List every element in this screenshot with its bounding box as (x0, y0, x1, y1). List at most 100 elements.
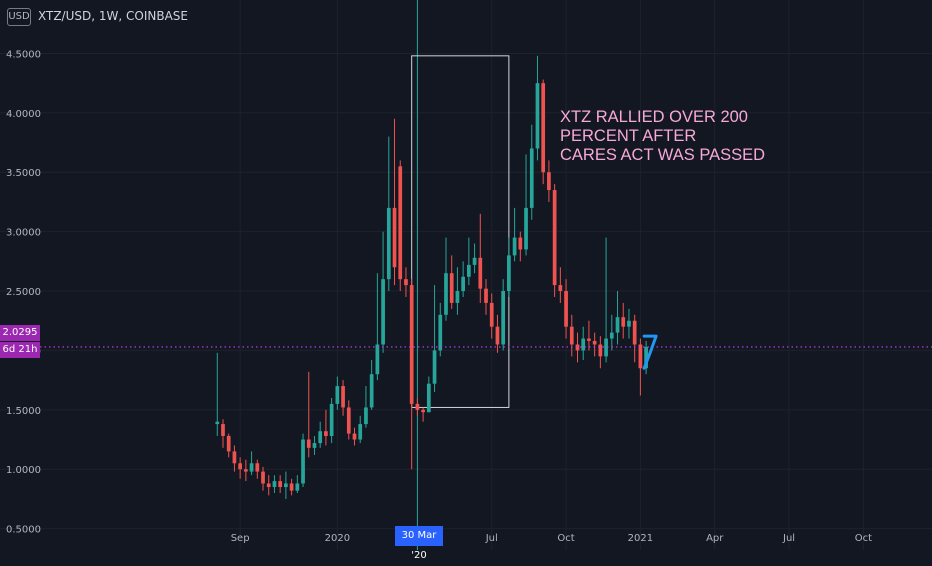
candle-body (467, 264, 471, 277)
candle (266, 475, 271, 496)
candle-body (312, 443, 317, 448)
candle (535, 55, 540, 161)
candle-body (529, 148, 534, 208)
candle-body (215, 421, 220, 425)
candle (558, 267, 563, 303)
candle (278, 475, 283, 493)
candle-body (575, 344, 580, 351)
y-tick-label: 2.5000 (6, 287, 41, 298)
candle (284, 471, 288, 499)
candle-body (621, 317, 626, 327)
candle (215, 352, 220, 436)
candle-body (352, 433, 357, 440)
candle-body (232, 451, 237, 464)
candle-body (226, 435, 231, 452)
y-tick-label: 4.0000 (6, 109, 41, 120)
annotation-line-2: PERCENT AFTER (560, 127, 697, 145)
chart-grid (0, 0, 932, 550)
y-tick-label: 3.0000 (6, 228, 41, 239)
x-tick-label: Apr (706, 533, 724, 544)
candle (221, 419, 225, 448)
candle (609, 314, 614, 351)
candle-body (552, 190, 557, 286)
candle (364, 386, 368, 428)
candle-body (404, 279, 408, 286)
candle-body (524, 207, 528, 250)
annotation-line-1: XTZ RALLIED OVER 200 (560, 108, 748, 126)
candle (575, 332, 580, 363)
candle (232, 445, 237, 472)
candle-body (569, 326, 574, 345)
candle-body (518, 237, 523, 250)
candle-body (461, 276, 465, 292)
candle-body (244, 469, 248, 472)
candle-body (638, 344, 643, 369)
candle (346, 400, 351, 440)
candle-body (632, 320, 637, 345)
candle-body (392, 207, 397, 268)
candle-body (306, 439, 311, 448)
candle-body (249, 463, 254, 472)
candle (615, 291, 620, 345)
candle (638, 338, 643, 396)
crosshair-date-label: 30 Mar '20 (395, 526, 443, 561)
candle-body (381, 279, 385, 345)
candle (564, 279, 568, 339)
annotation-line-3: CARES ACT WAS PASSED (560, 146, 766, 164)
candle (261, 466, 265, 491)
candle-body (547, 172, 551, 191)
price-chart[interactable]: 0.50001.00001.50002.00002.50003.00003.50… (0, 0, 932, 550)
candle (295, 475, 300, 493)
candle (438, 302, 443, 357)
candle-body (535, 83, 540, 149)
candle-body (432, 350, 437, 384)
candle-body (564, 291, 568, 327)
x-tick-label: Oct (855, 533, 872, 544)
candle (507, 237, 511, 297)
candle (421, 407, 425, 422)
y-tick-label: 1.5000 (6, 406, 41, 417)
candle (249, 451, 254, 476)
candle-body (541, 83, 546, 173)
candle-body (604, 338, 608, 357)
candle (484, 279, 488, 315)
candle (512, 207, 517, 262)
candle-body (272, 481, 277, 488)
candle-body (478, 257, 483, 289)
candle (541, 79, 546, 185)
y-axis-tick-labels: 0.50001.00001.50002.00002.50003.00003.50… (6, 49, 41, 535)
candle (604, 237, 608, 363)
candle-body (358, 424, 363, 440)
candle-body (415, 403, 420, 410)
candle (552, 184, 557, 297)
candle-body (261, 471, 265, 484)
candle (592, 332, 597, 357)
y-tick-label: 4.5000 (6, 49, 41, 60)
candle (524, 154, 528, 256)
candle-body (489, 302, 494, 327)
annotation-arrow (642, 334, 658, 370)
candle (598, 336, 603, 369)
candle-series (215, 55, 648, 499)
candle (341, 380, 345, 416)
candle (381, 231, 385, 353)
candle-body (472, 257, 477, 265)
candle (569, 314, 574, 357)
x-tick-label: Oct (557, 533, 574, 544)
candle (369, 359, 374, 410)
candle-body (278, 481, 283, 488)
candle-body (484, 288, 488, 303)
symbol-title[interactable]: XTZ/USD, 1W, COINBASE (38, 9, 188, 23)
chart-annotation-text: XTZ RALLIED OVER 200 PERCENT AFTER CARES… (560, 108, 765, 165)
candle (518, 231, 523, 262)
candle (632, 314, 637, 363)
highlight-box (411, 55, 510, 408)
candle (272, 475, 277, 493)
y-tick-label: 3.5000 (6, 168, 41, 179)
candle (329, 397, 334, 444)
currency-badge[interactable]: USD (7, 8, 31, 26)
candle-body (329, 403, 334, 436)
candle (455, 267, 460, 315)
candle-body (255, 463, 260, 472)
candle (255, 459, 260, 479)
